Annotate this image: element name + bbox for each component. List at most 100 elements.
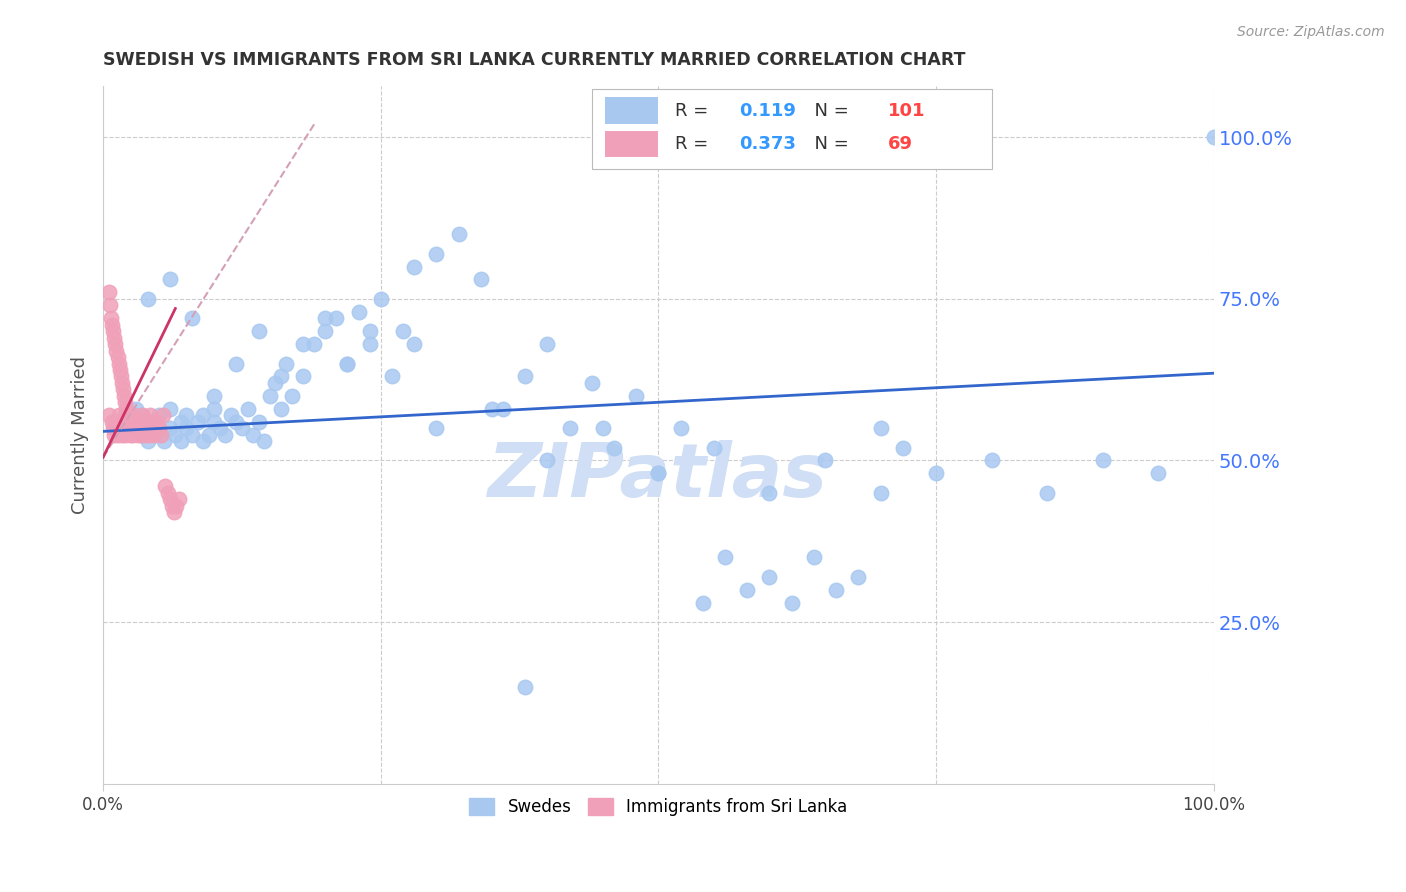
Point xyxy=(145,415,167,429)
Point xyxy=(825,582,848,597)
Point xyxy=(141,421,163,435)
Point xyxy=(112,383,135,397)
Point xyxy=(359,324,381,338)
Point xyxy=(136,415,159,429)
Point xyxy=(292,337,315,351)
Point xyxy=(425,246,447,260)
FancyBboxPatch shape xyxy=(592,89,991,169)
Point xyxy=(114,409,136,423)
Point xyxy=(592,421,614,435)
Point xyxy=(136,292,159,306)
Point xyxy=(170,415,193,429)
Point xyxy=(128,421,150,435)
Point xyxy=(270,401,292,416)
Point xyxy=(603,441,626,455)
Point xyxy=(647,467,669,481)
Point xyxy=(138,427,160,442)
Point xyxy=(114,395,136,409)
Point xyxy=(152,409,174,423)
Point xyxy=(110,369,132,384)
Point xyxy=(214,427,236,442)
Point xyxy=(148,409,170,423)
Point xyxy=(325,311,347,326)
Point xyxy=(202,401,225,416)
Point xyxy=(111,376,134,390)
Point xyxy=(136,434,159,448)
Point xyxy=(492,401,515,416)
Point xyxy=(176,409,198,423)
Point xyxy=(980,453,1002,467)
Point xyxy=(156,485,179,500)
Point xyxy=(163,505,186,519)
Point xyxy=(208,421,231,435)
Point xyxy=(814,453,837,467)
Point xyxy=(149,427,172,442)
Point xyxy=(891,441,914,455)
Point xyxy=(128,415,150,429)
Point xyxy=(111,427,134,442)
Point xyxy=(247,415,270,429)
Point xyxy=(159,421,181,435)
Point xyxy=(624,389,647,403)
Point xyxy=(153,434,176,448)
Point xyxy=(139,409,162,423)
Point xyxy=(703,441,725,455)
Point xyxy=(120,415,142,429)
Point xyxy=(97,409,120,423)
Point xyxy=(129,427,152,442)
Point xyxy=(181,311,204,326)
Point xyxy=(259,389,281,403)
Point xyxy=(101,318,124,332)
Point xyxy=(103,427,125,442)
Point xyxy=(481,401,503,416)
Point xyxy=(159,401,181,416)
Point xyxy=(425,421,447,435)
Point xyxy=(114,427,136,442)
Point xyxy=(381,369,404,384)
Point xyxy=(105,343,128,358)
Point xyxy=(758,570,780,584)
Point xyxy=(148,421,170,435)
Point xyxy=(447,227,470,242)
Point xyxy=(118,415,141,429)
Text: Source: ZipAtlas.com: Source: ZipAtlas.com xyxy=(1237,25,1385,39)
Point xyxy=(107,427,129,442)
Point xyxy=(148,427,170,442)
Point xyxy=(669,421,692,435)
Point xyxy=(101,421,124,435)
Point xyxy=(336,357,359,371)
Point xyxy=(136,421,159,435)
Point xyxy=(97,285,120,300)
Point xyxy=(115,401,138,416)
Point xyxy=(181,427,204,442)
Point xyxy=(347,305,370,319)
Point xyxy=(108,415,131,429)
Point xyxy=(176,421,198,435)
Point xyxy=(276,357,298,371)
Point xyxy=(127,427,149,442)
Point xyxy=(735,582,758,597)
Point xyxy=(314,311,336,326)
Point xyxy=(1202,130,1225,145)
FancyBboxPatch shape xyxy=(605,97,658,124)
Point xyxy=(253,434,276,448)
Point xyxy=(139,415,162,429)
Point xyxy=(225,357,247,371)
Point xyxy=(404,337,426,351)
Text: 69: 69 xyxy=(889,136,914,153)
Point xyxy=(197,427,219,442)
Point xyxy=(1036,485,1059,500)
Point xyxy=(515,680,537,694)
Y-axis label: Currently Married: Currently Married xyxy=(72,356,89,514)
Point xyxy=(470,272,492,286)
Text: N =: N = xyxy=(803,102,855,120)
Point xyxy=(165,499,187,513)
Point xyxy=(202,389,225,403)
Point xyxy=(780,596,803,610)
Point xyxy=(846,570,869,584)
Point xyxy=(392,324,415,338)
Text: 0.373: 0.373 xyxy=(740,136,796,153)
Point xyxy=(98,298,121,312)
Point xyxy=(515,369,537,384)
Point xyxy=(159,492,181,507)
